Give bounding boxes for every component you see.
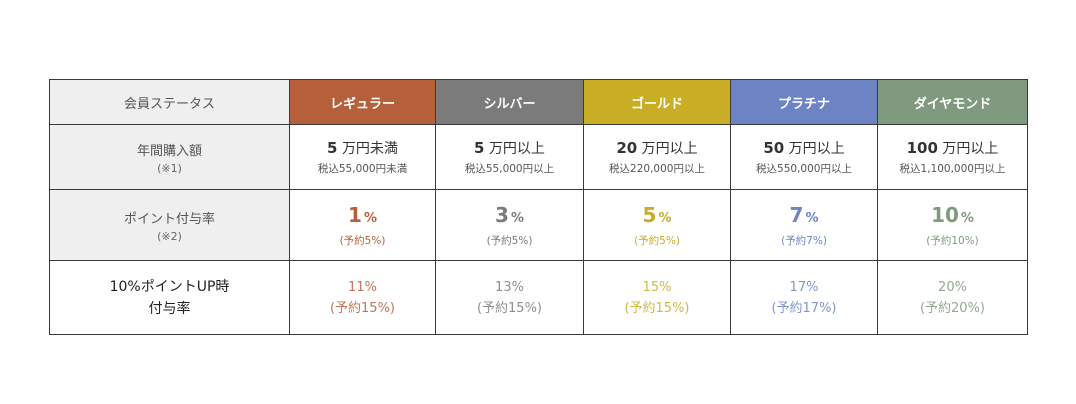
- rate-value: 3: [495, 202, 509, 227]
- rate-reservation: (予約5%): [339, 234, 386, 247]
- up-rate-reservation: (予約17%): [771, 300, 837, 316]
- annual-cell: 20 万円以上 税込220,000円以上: [583, 124, 731, 190]
- rate-value: 1: [348, 202, 362, 227]
- annual-unit: 万円以上: [488, 141, 545, 157]
- annual-unit: 万円以上: [942, 141, 999, 157]
- up-rate-cell: 15% (予約15%): [583, 260, 731, 335]
- tier-regular-header: レギュラー: [289, 79, 436, 125]
- annual-tax-note: 税込55,000円未満: [317, 163, 408, 175]
- percent-sign: %: [658, 210, 672, 226]
- tier-diamond-header: ダイヤモンド: [877, 79, 1028, 125]
- up-label-line2: 付与率: [148, 300, 191, 317]
- rate-cell: 1% (予約5%): [289, 189, 436, 261]
- up-label-line1: 10%ポイントUP時: [109, 278, 230, 295]
- up-rate-reservation: (予約20%): [919, 300, 986, 316]
- rate-cell: 3% (予約5%): [435, 189, 584, 261]
- annual-unit: 万円以上: [641, 141, 698, 157]
- annual-amount: 5: [474, 139, 485, 157]
- status-label: 会員ステータス: [49, 79, 290, 125]
- point-up-row: 10%ポイントUP時 付与率 11% (予約15%) 13% (予約15%) 1…: [49, 260, 1028, 335]
- up-rate-cell: 13% (予約15%): [435, 260, 584, 335]
- annual-cell: 100 万円以上 税込1,100,000円以上: [877, 124, 1028, 190]
- rate-value: 7: [789, 202, 804, 227]
- annual-cell: 5 万円未満 税込55,000円未満: [289, 124, 436, 190]
- tier-gold-header: ゴールド: [583, 79, 731, 125]
- membership-status-table: 会員ステータス レギュラー シルバー ゴールド プラチナ ダイヤモンド 年間購入…: [49, 79, 1028, 335]
- annual-amount: 50: [763, 139, 785, 157]
- annual-unit: 万円以上: [788, 141, 845, 157]
- percent-sign: %: [960, 210, 974, 226]
- annual-amount: 5: [327, 139, 338, 157]
- up-label-cell: 10%ポイントUP時 付与率: [49, 260, 290, 335]
- percent-sign: %: [510, 210, 524, 226]
- annual-amount: 100: [906, 139, 938, 157]
- rate-cell: 10% (予約10%): [877, 189, 1028, 261]
- rate-cell: 5% (予約5%): [583, 189, 731, 261]
- tier-platinum-header: プラチナ: [730, 79, 878, 125]
- annual-cell: 50 万円以上 税込550,000円以上: [730, 124, 878, 190]
- status-row: 会員ステータス レギュラー シルバー ゴールド プラチナ ダイヤモンド: [49, 79, 1028, 125]
- annual-tax-note: 税込550,000円以上: [756, 163, 852, 175]
- annual-tax-note: 税込1,100,000円以上: [899, 163, 1006, 175]
- up-rate-value: 20%: [938, 279, 967, 295]
- point-rate-row: ポイント付与率 (※2) 1% (予約5%) 3% (予約5%) 5% (予約5…: [49, 189, 1028, 261]
- annual-tax-note: 税込55,000円以上: [464, 163, 555, 175]
- annual-note: (※1): [157, 161, 182, 175]
- rate-reservation: (予約5%): [486, 234, 533, 247]
- percent-sign: %: [363, 210, 377, 226]
- rate-reservation: (予約10%): [926, 234, 979, 247]
- annual-cell: 5 万円以上 税込55,000円以上: [435, 124, 584, 190]
- up-rate-cell: 20% (予約20%): [877, 260, 1028, 335]
- rate-value: 10: [931, 202, 959, 227]
- annual-unit: 万円未満: [341, 141, 398, 157]
- percent-sign: %: [805, 210, 819, 226]
- up-rate-cell: 17% (予約17%): [730, 260, 878, 335]
- annual-purchase-row: 年間購入額 (※1) 5 万円未満 税込55,000円未満 5 万円以上 税込5…: [49, 124, 1028, 190]
- rate-label-cell: ポイント付与率 (※2): [49, 189, 290, 261]
- annual-amount: 20: [616, 139, 638, 157]
- up-rate-value: 17%: [789, 279, 819, 295]
- up-rate-value: 15%: [642, 279, 672, 295]
- rate-cell: 7% (予約7%): [730, 189, 878, 261]
- rate-reservation: (予約7%): [781, 234, 827, 247]
- up-rate-cell: 11% (予約15%): [289, 260, 436, 335]
- rate-value: 5: [642, 202, 657, 227]
- rate-reservation: (予約5%): [634, 234, 680, 247]
- up-rate-reservation: (予約15%): [624, 300, 690, 316]
- tier-silver-header: シルバー: [435, 79, 584, 125]
- annual-tax-note: 税込220,000円以上: [609, 163, 705, 175]
- rate-label: ポイント付与率: [123, 211, 215, 227]
- up-rate-reservation: (予約15%): [476, 300, 543, 316]
- annual-label: 年間購入額: [136, 143, 202, 159]
- rate-note: (※2): [157, 229, 182, 243]
- up-rate-value: 11%: [348, 279, 377, 295]
- annual-label-cell: 年間購入額 (※1): [49, 124, 290, 190]
- up-rate-reservation: (予約15%): [329, 300, 396, 316]
- up-rate-value: 13%: [495, 279, 524, 295]
